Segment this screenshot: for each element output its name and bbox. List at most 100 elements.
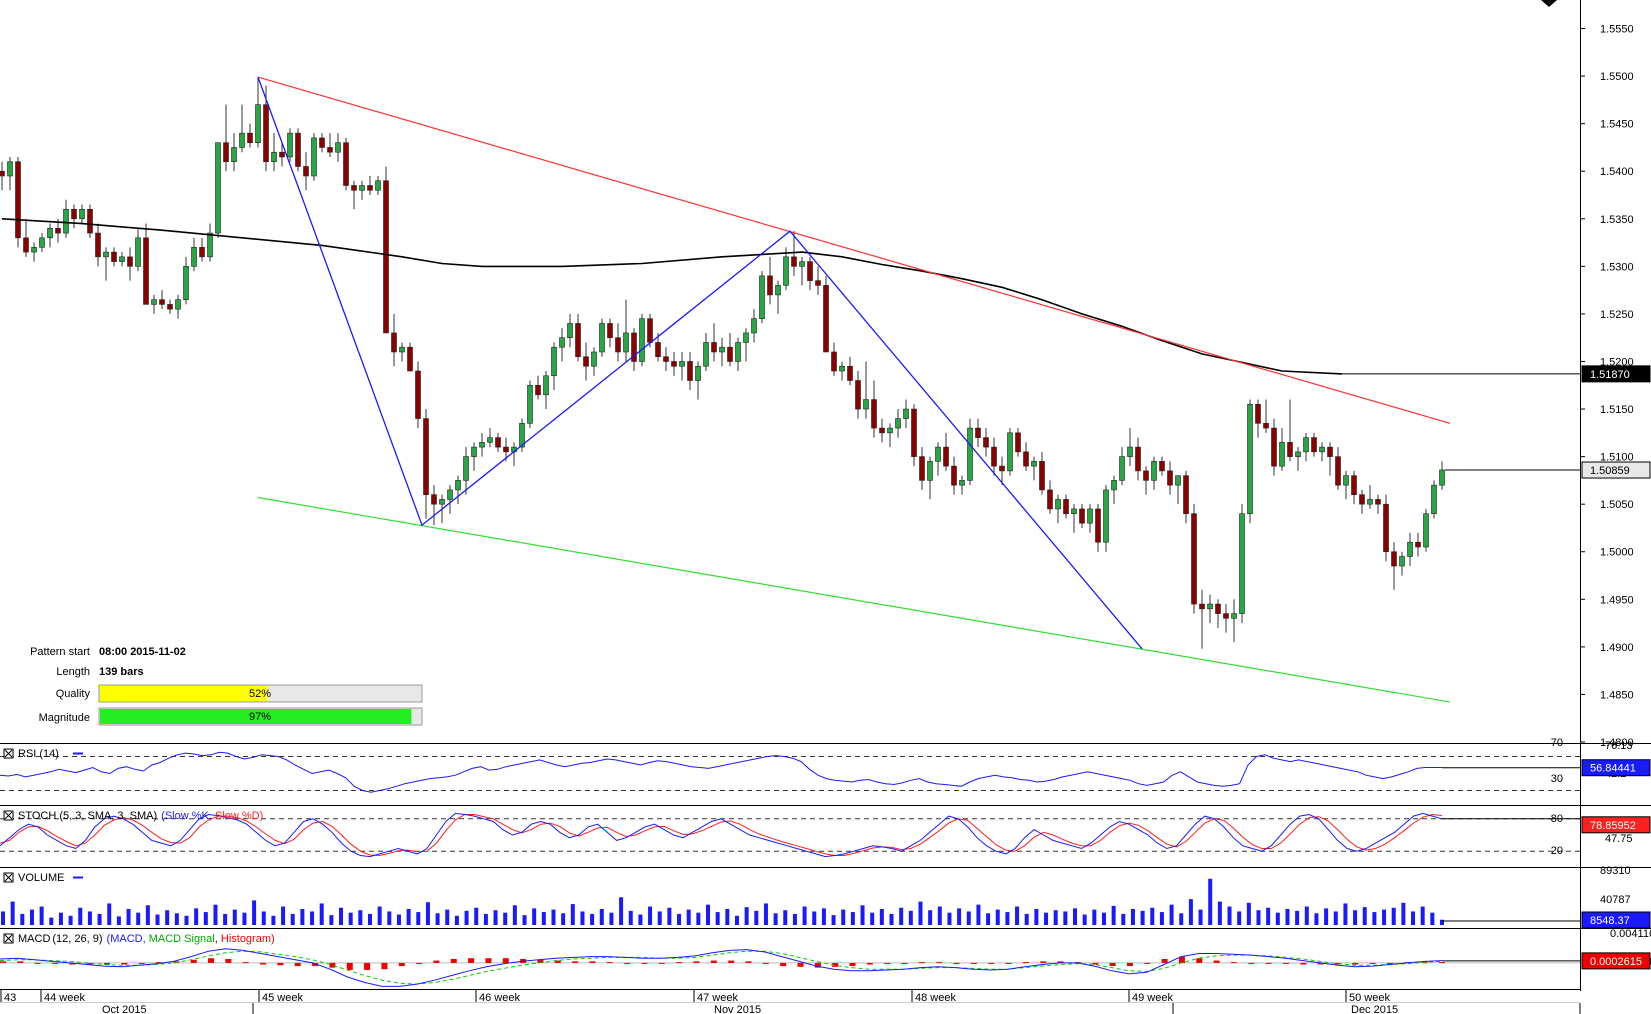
candle-bull [695, 365, 701, 381]
macd-histogram-bar [606, 962, 613, 964]
volume-bar [1440, 919, 1444, 925]
candle-bull [47, 228, 53, 239]
macd-histogram-bar [329, 962, 336, 968]
candle-bear [791, 256, 797, 267]
volume-bar [493, 910, 498, 925]
price-pane [0, 76, 1580, 703]
macd-histogram-bar [450, 959, 457, 963]
volume-bar [1246, 902, 1251, 925]
candle-bear [247, 132, 253, 143]
volume-bar [339, 907, 344, 925]
candle-bear [1215, 603, 1221, 614]
candle-bull [935, 446, 941, 462]
volume-bar [947, 912, 952, 925]
volume-bar [29, 909, 34, 925]
candle-bear [1143, 470, 1149, 481]
price-tick-label: 1.5100 [1600, 452, 1634, 464]
candle-bear [919, 456, 925, 481]
price-tick-label: 1.4950 [1600, 594, 1634, 606]
candle-bull [927, 461, 933, 481]
candle-bull [1423, 513, 1429, 548]
macd-histogram-bar [398, 962, 405, 967]
volume-bar [841, 909, 846, 925]
macd-scale-label: 0.004116 [1610, 928, 1651, 940]
candle-bear [495, 437, 501, 448]
candle-bear [367, 185, 373, 191]
candle-bull [639, 318, 645, 362]
candle-bull [359, 185, 365, 191]
month-label: Dec 2015 [1351, 1004, 1398, 1014]
volume-bar [696, 912, 701, 925]
volume-bar [87, 911, 92, 925]
volume-bar [454, 915, 459, 925]
volume-bar [522, 915, 527, 925]
candle-bear [1135, 446, 1141, 472]
candle-bear [807, 261, 813, 281]
candle-bear [711, 342, 717, 353]
volume-bar [648, 906, 653, 925]
stoch-scale-label: 80 [1551, 813, 1563, 825]
candle-bull [1127, 446, 1133, 457]
volume-bar [995, 909, 1000, 925]
volume-bar [377, 906, 382, 925]
candle-bull [887, 427, 893, 434]
candle-bull [231, 147, 237, 163]
volume-bar [1324, 908, 1329, 925]
candle-bull [207, 232, 213, 258]
candle-bear [631, 332, 637, 362]
rsi-value-tag-box [1581, 759, 1651, 777]
macd-histogram-bar [260, 962, 267, 965]
month-label: Nov 2015 [714, 1004, 761, 1014]
volume-bar [10, 901, 15, 925]
week-label: 50 week [1349, 992, 1390, 1004]
candle-bear [503, 446, 509, 453]
candle-bear [615, 337, 621, 353]
scroll-down-icon[interactable] [1541, 0, 1557, 7]
candle-bull [679, 361, 685, 367]
volume-bar [116, 916, 121, 925]
macd-histogram-bar [156, 962, 163, 964]
volume-bar [1024, 913, 1029, 925]
candle-bull [735, 342, 741, 362]
volume-bar [416, 912, 421, 925]
candle-bear [1271, 427, 1277, 467]
volume-bar [899, 907, 904, 925]
volume-bar [1420, 906, 1425, 925]
volume-bar [532, 908, 537, 925]
candle-bear [23, 237, 29, 253]
price-tick-label: 1.4800 [1600, 737, 1634, 749]
stoch-scale-label: 20 [1551, 845, 1563, 857]
rsi-scale-label: 76.13 [1605, 740, 1633, 752]
macd-histogram-bar [884, 962, 891, 964]
candle-bull [1239, 513, 1245, 614]
macd-histogram-bar [537, 959, 544, 963]
volume-bar [184, 915, 189, 925]
candle-bear [431, 494, 437, 505]
candle-bull [543, 375, 549, 396]
candle-bull [183, 266, 189, 300]
candle-bear [423, 418, 429, 495]
candle-bull [151, 299, 157, 305]
volume-bar [686, 909, 691, 925]
macd-histogram-bar [502, 958, 509, 963]
macd-histogram-bar [832, 962, 839, 967]
price-tick-label: 1.5450 [1600, 119, 1634, 131]
volume-bar [928, 910, 933, 925]
candle-bear [1255, 403, 1261, 424]
volume-bar [609, 912, 614, 925]
candle-bear [1047, 489, 1053, 510]
volume-bar [744, 907, 749, 925]
candle-bull [599, 323, 605, 353]
macd-histogram-bar [1317, 962, 1324, 965]
volume-bar [850, 912, 855, 925]
macd-histogram-bar [554, 960, 561, 963]
stoch-title-text: STOCH (5, 3, SMA, 3, SMA) (Slow %K, Slow … [18, 810, 263, 822]
macd-histogram-bar [797, 962, 804, 967]
volume-bar [1304, 906, 1309, 925]
volume-title-text: VOLUME [18, 872, 64, 884]
candle-bull [119, 256, 125, 262]
candle-bear [1183, 475, 1189, 514]
candle-bear [1263, 423, 1269, 429]
macd-histogram-bar [0, 961, 6, 963]
macd-line [0, 948, 1443, 987]
